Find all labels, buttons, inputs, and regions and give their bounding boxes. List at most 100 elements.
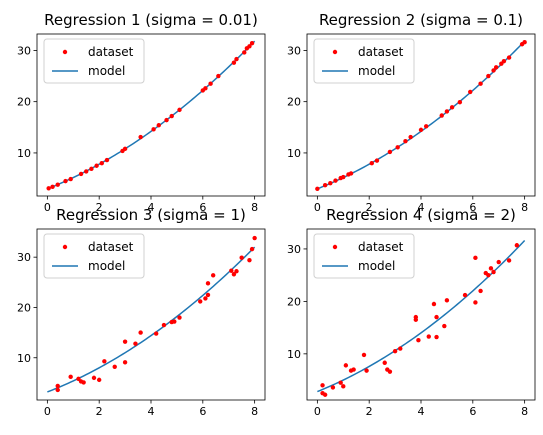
data-point (55, 182, 60, 187)
data-point (91, 375, 97, 381)
data-point (63, 178, 68, 184)
data-point (104, 157, 110, 163)
data-point (462, 292, 468, 298)
data-point (343, 363, 349, 368)
data-point (341, 174, 346, 180)
data-point (84, 169, 89, 174)
data-point (364, 368, 369, 373)
x-tick-label: 8 (251, 201, 258, 214)
x-tick-label: 2 (96, 405, 103, 418)
data-point (392, 349, 398, 354)
data-point (210, 273, 216, 278)
data-point (514, 243, 520, 248)
data-point (242, 50, 247, 55)
data-point (138, 134, 143, 140)
subplot-title: Regression 4 (sigma = 2) (326, 206, 516, 224)
x-tick-label: 2 (366, 201, 373, 214)
legend-model-label: model (88, 64, 125, 78)
y-tick-label: 20 (17, 301, 31, 314)
data-point (229, 268, 234, 273)
legend-dataset-marker (332, 244, 338, 250)
data-point (501, 58, 507, 64)
data-point (496, 259, 501, 265)
data-point (426, 334, 431, 339)
data-point (398, 346, 403, 351)
x-tick-label: 6 (199, 201, 206, 214)
x-tick-label: 8 (521, 405, 528, 418)
data-point (122, 146, 128, 152)
data-point (216, 73, 221, 79)
data-point (99, 160, 104, 166)
data-point (387, 149, 393, 155)
y-tick-label: 30 (17, 251, 31, 264)
y-tick-label: 10 (287, 348, 301, 361)
data-point (473, 255, 478, 261)
data-point (423, 124, 429, 129)
x-tick-label: 4 (418, 405, 425, 418)
data-point (55, 383, 60, 389)
data-point (234, 56, 239, 62)
data-point (198, 299, 203, 304)
data-point (234, 269, 239, 274)
subplot-title: Regression 1 (sigma = 0.01) (44, 11, 258, 29)
data-point (315, 186, 320, 192)
x-tick-label: 6 (469, 201, 476, 214)
data-point (322, 392, 328, 397)
x-tick-label: 8 (521, 201, 528, 214)
data-point (387, 369, 393, 374)
subplot-2: Regression 2 (sigma = 0.1) 0 2 4 6 8 10 20 30 dat… (287, 11, 536, 214)
legend-dataset-marker (332, 49, 338, 55)
data-point (112, 364, 117, 370)
legend-dataset-label: dataset (358, 240, 404, 254)
data-point (431, 301, 437, 307)
data-point (68, 374, 73, 380)
data-point (153, 331, 159, 336)
data-point (249, 41, 255, 46)
data-point (138, 330, 143, 335)
legend-box (43, 38, 145, 84)
data-point (382, 360, 387, 365)
legend-model-label: model (358, 259, 395, 273)
subplot-title: Regression 3 (sigma = 1) (56, 206, 246, 224)
data-point (322, 183, 328, 188)
data-point (506, 55, 512, 60)
data-point (408, 134, 413, 140)
data-point (177, 315, 182, 320)
legend-model-label: model (358, 64, 395, 78)
data-point (122, 339, 128, 344)
data-point (478, 81, 483, 86)
legend-box (313, 233, 415, 279)
data-point (177, 107, 182, 113)
data-point (369, 160, 374, 166)
data-point (491, 269, 496, 275)
data-point (491, 68, 496, 73)
y-tick-label: 10 (287, 147, 301, 160)
y-tick-label: 20 (17, 96, 31, 109)
data-point (203, 86, 208, 91)
data-point (522, 40, 527, 45)
data-point (172, 319, 177, 324)
legend-box (313, 38, 415, 84)
y-tick-label: 20 (287, 295, 301, 308)
x-tick-label: 4 (148, 405, 155, 418)
data-point (94, 163, 99, 168)
data-point (78, 171, 84, 177)
subplot-4: Regression 4 (sigma = 2) 0 2 4 6 8 10 20 30 datas… (287, 206, 536, 418)
x-tick-label: 4 (148, 201, 155, 214)
data-point (395, 145, 400, 150)
data-point (493, 65, 499, 70)
data-point (341, 384, 346, 389)
data-point (247, 44, 252, 49)
data-point (156, 123, 161, 128)
data-point (249, 246, 255, 252)
y-tick-label: 10 (17, 352, 31, 365)
x-tick-label: 4 (418, 201, 425, 214)
data-point (133, 341, 138, 346)
data-point (434, 314, 439, 320)
x-tick-label: 2 (96, 201, 103, 214)
x-tick-label: 8 (251, 405, 258, 418)
legend-dataset-label: dataset (88, 45, 134, 59)
data-point (102, 359, 107, 364)
data-point (351, 367, 356, 372)
